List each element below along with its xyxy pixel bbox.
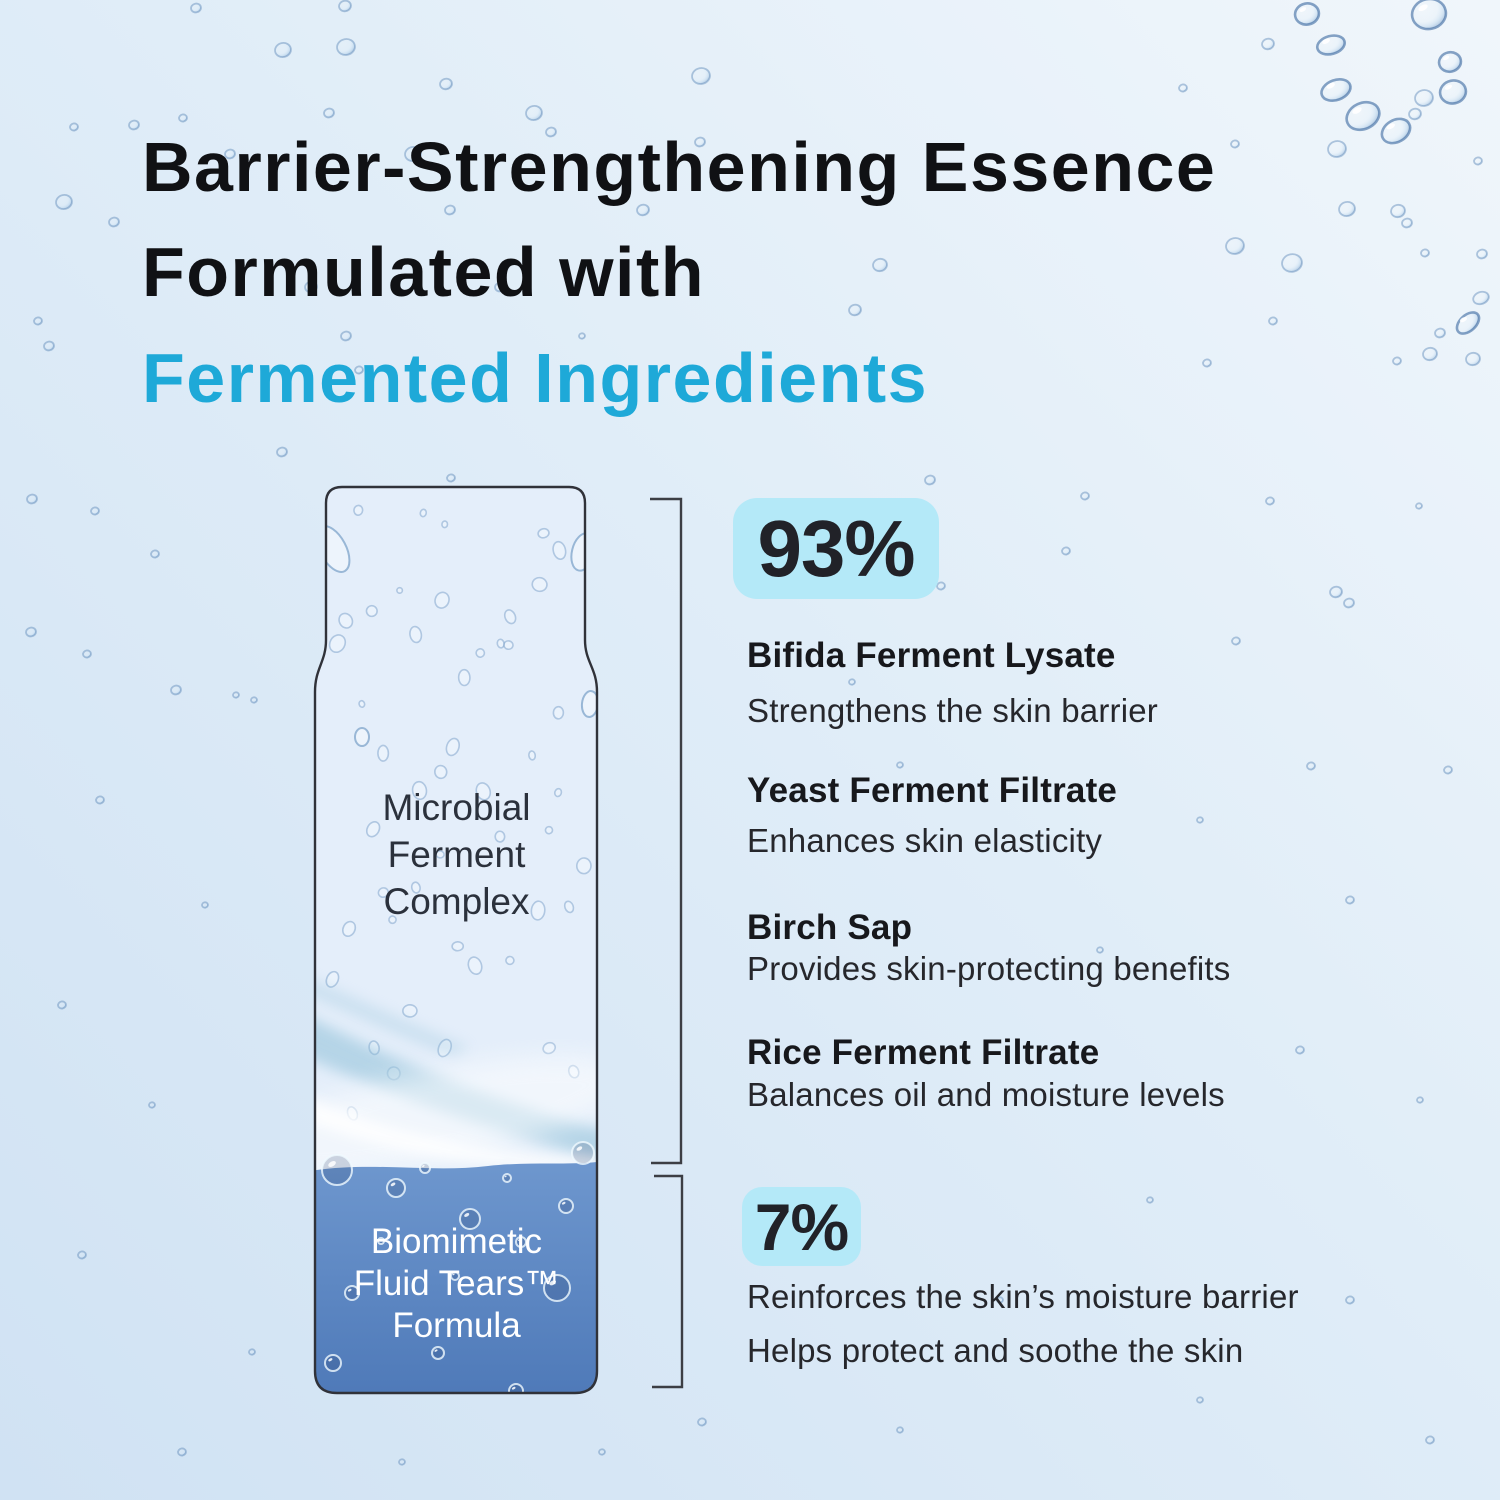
title-line-1: Barrier-Strengthening Essence	[142, 128, 1217, 206]
ingredient-name: Birch Sap	[747, 908, 913, 947]
secondary-benefit: Reinforces the skin’s moisture barrier	[747, 1278, 1299, 1315]
secondary-benefit: Helps protect and soothe the skin	[747, 1332, 1244, 1369]
percent-7-bracket	[652, 1174, 684, 1389]
ingredient-benefit: Balances oil and moisture levels	[747, 1076, 1225, 1113]
liquid-bubbles-decoration	[321, 1141, 597, 1393]
percent-93-badge: 93%	[733, 498, 939, 599]
liquid-band	[315, 1161, 597, 1393]
vial-content-label-line: Complex	[383, 881, 530, 922]
bubbles-decoration	[25, 0, 1490, 1466]
vial-formula-label-line: Biomimetic	[370, 1222, 543, 1261]
vial-content-label: Microbial Ferment Complex	[316, 784, 597, 925]
vial-formula-label-line: Formula	[392, 1306, 521, 1345]
vial-outline	[313, 485, 599, 1395]
ingredient-benefit: Strengthens the skin barrier	[747, 692, 1158, 729]
vial-content-label-line: Microbial	[382, 787, 531, 828]
ingredient-name: Yeast Ferment Filtrate	[747, 771, 1118, 810]
ingredient-benefit: Provides skin-protecting benefits	[747, 950, 1231, 987]
ingredient-name: Rice Ferment Filtrate	[747, 1033, 1100, 1072]
product-vial-illustration	[313, 485, 599, 1395]
title-line-2: Formulated with	[142, 233, 706, 311]
ingredient-name: Bifida Ferment Lysate	[747, 636, 1116, 675]
vial-formula-label-line: Fluid Tears™	[353, 1264, 560, 1303]
percent-93-bracket	[650, 497, 683, 1165]
vial-formula-label: Biomimetic Fluid Tears™ Formula	[316, 1221, 597, 1347]
title-line-3-accent: Fermented Ingredients	[142, 339, 929, 417]
vial-content-label-line: Ferment	[387, 834, 526, 875]
ingredient-benefit: Enhances skin elasticity	[747, 822, 1103, 859]
percent-7-badge: 7%	[742, 1187, 861, 1266]
